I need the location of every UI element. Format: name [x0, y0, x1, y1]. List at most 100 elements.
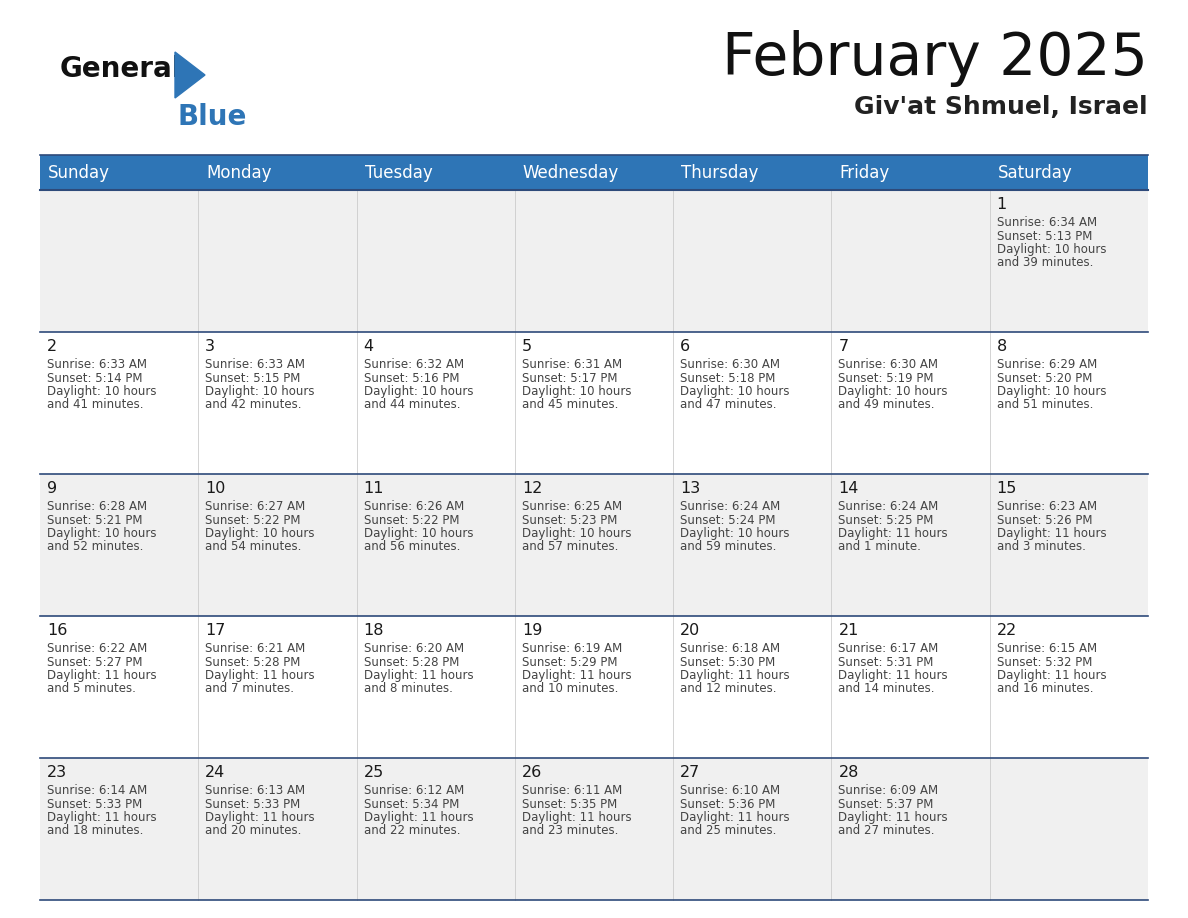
Text: 4: 4 [364, 339, 374, 354]
Text: Monday: Monday [207, 164, 272, 183]
Text: 17: 17 [206, 623, 226, 638]
Text: Sunrise: 6:22 AM: Sunrise: 6:22 AM [48, 642, 147, 655]
Text: and 39 minutes.: and 39 minutes. [997, 256, 1093, 270]
Text: Daylight: 11 hours: Daylight: 11 hours [206, 669, 315, 682]
Text: Sunset: 5:37 PM: Sunset: 5:37 PM [839, 798, 934, 811]
Text: 6: 6 [681, 339, 690, 354]
Text: Sunset: 5:32 PM: Sunset: 5:32 PM [997, 655, 1092, 668]
Text: and 20 minutes.: and 20 minutes. [206, 824, 302, 837]
Text: Sunset: 5:22 PM: Sunset: 5:22 PM [206, 513, 301, 527]
Text: Sunrise: 6:17 AM: Sunrise: 6:17 AM [839, 642, 939, 655]
Text: Daylight: 10 hours: Daylight: 10 hours [522, 385, 631, 398]
Text: Daylight: 10 hours: Daylight: 10 hours [997, 243, 1106, 256]
Text: Daylight: 10 hours: Daylight: 10 hours [681, 385, 790, 398]
Text: Sunrise: 6:33 AM: Sunrise: 6:33 AM [206, 358, 305, 371]
Text: Sunset: 5:24 PM: Sunset: 5:24 PM [681, 513, 776, 527]
Text: Sunset: 5:14 PM: Sunset: 5:14 PM [48, 372, 143, 385]
Text: and 56 minutes.: and 56 minutes. [364, 541, 460, 554]
Text: 1: 1 [997, 197, 1007, 212]
Text: and 49 minutes.: and 49 minutes. [839, 398, 935, 411]
Polygon shape [175, 52, 206, 98]
Text: Sunset: 5:17 PM: Sunset: 5:17 PM [522, 372, 618, 385]
Text: Sunset: 5:36 PM: Sunset: 5:36 PM [681, 798, 776, 811]
Text: and 54 minutes.: and 54 minutes. [206, 541, 302, 554]
Text: Sunrise: 6:31 AM: Sunrise: 6:31 AM [522, 358, 623, 371]
Text: Sunrise: 6:19 AM: Sunrise: 6:19 AM [522, 642, 623, 655]
Text: Sunset: 5:21 PM: Sunset: 5:21 PM [48, 513, 143, 527]
Text: 9: 9 [48, 481, 57, 496]
Text: Daylight: 10 hours: Daylight: 10 hours [839, 385, 948, 398]
Text: 24: 24 [206, 765, 226, 780]
Text: Daylight: 10 hours: Daylight: 10 hours [48, 527, 157, 540]
Bar [40, 190, 1148, 332]
Text: and 5 minutes.: and 5 minutes. [48, 682, 135, 696]
Text: and 18 minutes.: and 18 minutes. [48, 824, 144, 837]
Text: and 27 minutes.: and 27 minutes. [839, 824, 935, 837]
Text: Giv'at Shmuel, Israel: Giv'at Shmuel, Israel [854, 95, 1148, 119]
Text: Sunrise: 6:15 AM: Sunrise: 6:15 AM [997, 642, 1097, 655]
Text: Sunrise: 6:26 AM: Sunrise: 6:26 AM [364, 500, 463, 513]
Text: Daylight: 11 hours: Daylight: 11 hours [48, 811, 157, 824]
Text: Daylight: 10 hours: Daylight: 10 hours [364, 527, 473, 540]
Text: Sunset: 5:23 PM: Sunset: 5:23 PM [522, 513, 618, 527]
Text: and 8 minutes.: and 8 minutes. [364, 682, 453, 696]
Text: Sunset: 5:34 PM: Sunset: 5:34 PM [364, 798, 459, 811]
Text: Friday: Friday [840, 164, 890, 183]
Text: February 2025: February 2025 [722, 30, 1148, 87]
Text: 13: 13 [681, 481, 701, 496]
Text: 26: 26 [522, 765, 542, 780]
Text: and 52 minutes.: and 52 minutes. [48, 541, 144, 554]
Bar [990, 155, 1148, 190]
Text: 8: 8 [997, 339, 1007, 354]
Text: Sunset: 5:22 PM: Sunset: 5:22 PM [364, 513, 459, 527]
Text: 14: 14 [839, 481, 859, 496]
Text: and 10 minutes.: and 10 minutes. [522, 682, 618, 696]
Text: Daylight: 11 hours: Daylight: 11 hours [48, 669, 157, 682]
Text: Sunset: 5:20 PM: Sunset: 5:20 PM [997, 372, 1092, 385]
Text: Daylight: 11 hours: Daylight: 11 hours [206, 811, 315, 824]
Text: Thursday: Thursday [681, 164, 758, 183]
Text: 7: 7 [839, 339, 848, 354]
Bar [832, 155, 990, 190]
Text: Sunset: 5:16 PM: Sunset: 5:16 PM [364, 372, 459, 385]
Text: Sunset: 5:18 PM: Sunset: 5:18 PM [681, 372, 776, 385]
Text: Sunrise: 6:29 AM: Sunrise: 6:29 AM [997, 358, 1097, 371]
Text: Daylight: 10 hours: Daylight: 10 hours [206, 527, 315, 540]
Text: Sunrise: 6:21 AM: Sunrise: 6:21 AM [206, 642, 305, 655]
Text: 12: 12 [522, 481, 542, 496]
Text: Sunrise: 6:12 AM: Sunrise: 6:12 AM [364, 784, 463, 797]
Text: and 45 minutes.: and 45 minutes. [522, 398, 618, 411]
Text: Sunset: 5:33 PM: Sunset: 5:33 PM [206, 798, 301, 811]
Text: Wednesday: Wednesday [523, 164, 619, 183]
Text: Sunrise: 6:11 AM: Sunrise: 6:11 AM [522, 784, 623, 797]
Text: Daylight: 11 hours: Daylight: 11 hours [522, 811, 632, 824]
Text: Sunset: 5:31 PM: Sunset: 5:31 PM [839, 655, 934, 668]
Text: Daylight: 10 hours: Daylight: 10 hours [206, 385, 315, 398]
Text: Sunrise: 6:14 AM: Sunrise: 6:14 AM [48, 784, 147, 797]
Text: Daylight: 10 hours: Daylight: 10 hours [522, 527, 631, 540]
Text: 15: 15 [997, 481, 1017, 496]
Text: Daylight: 10 hours: Daylight: 10 hours [48, 385, 157, 398]
Text: Sunrise: 6:18 AM: Sunrise: 6:18 AM [681, 642, 781, 655]
Text: Daylight: 11 hours: Daylight: 11 hours [839, 527, 948, 540]
Text: 2: 2 [48, 339, 57, 354]
Text: Sunrise: 6:27 AM: Sunrise: 6:27 AM [206, 500, 305, 513]
Text: 11: 11 [364, 481, 384, 496]
Text: Daylight: 10 hours: Daylight: 10 hours [364, 385, 473, 398]
Text: Daylight: 11 hours: Daylight: 11 hours [681, 669, 790, 682]
Text: Sunset: 5:33 PM: Sunset: 5:33 PM [48, 798, 143, 811]
Text: Daylight: 11 hours: Daylight: 11 hours [997, 669, 1106, 682]
Text: Sunrise: 6:23 AM: Sunrise: 6:23 AM [997, 500, 1097, 513]
Text: and 42 minutes.: and 42 minutes. [206, 398, 302, 411]
Text: Sunrise: 6:20 AM: Sunrise: 6:20 AM [364, 642, 463, 655]
Text: and 14 minutes.: and 14 minutes. [839, 682, 935, 696]
Text: 18: 18 [364, 623, 384, 638]
Text: Daylight: 11 hours: Daylight: 11 hours [364, 811, 473, 824]
Text: Sunset: 5:30 PM: Sunset: 5:30 PM [681, 655, 776, 668]
Text: and 51 minutes.: and 51 minutes. [997, 398, 1093, 411]
Text: Daylight: 10 hours: Daylight: 10 hours [681, 527, 790, 540]
Text: Sunday: Sunday [48, 164, 110, 183]
Text: Sunset: 5:35 PM: Sunset: 5:35 PM [522, 798, 617, 811]
Text: and 3 minutes.: and 3 minutes. [997, 541, 1086, 554]
Text: 23: 23 [48, 765, 68, 780]
